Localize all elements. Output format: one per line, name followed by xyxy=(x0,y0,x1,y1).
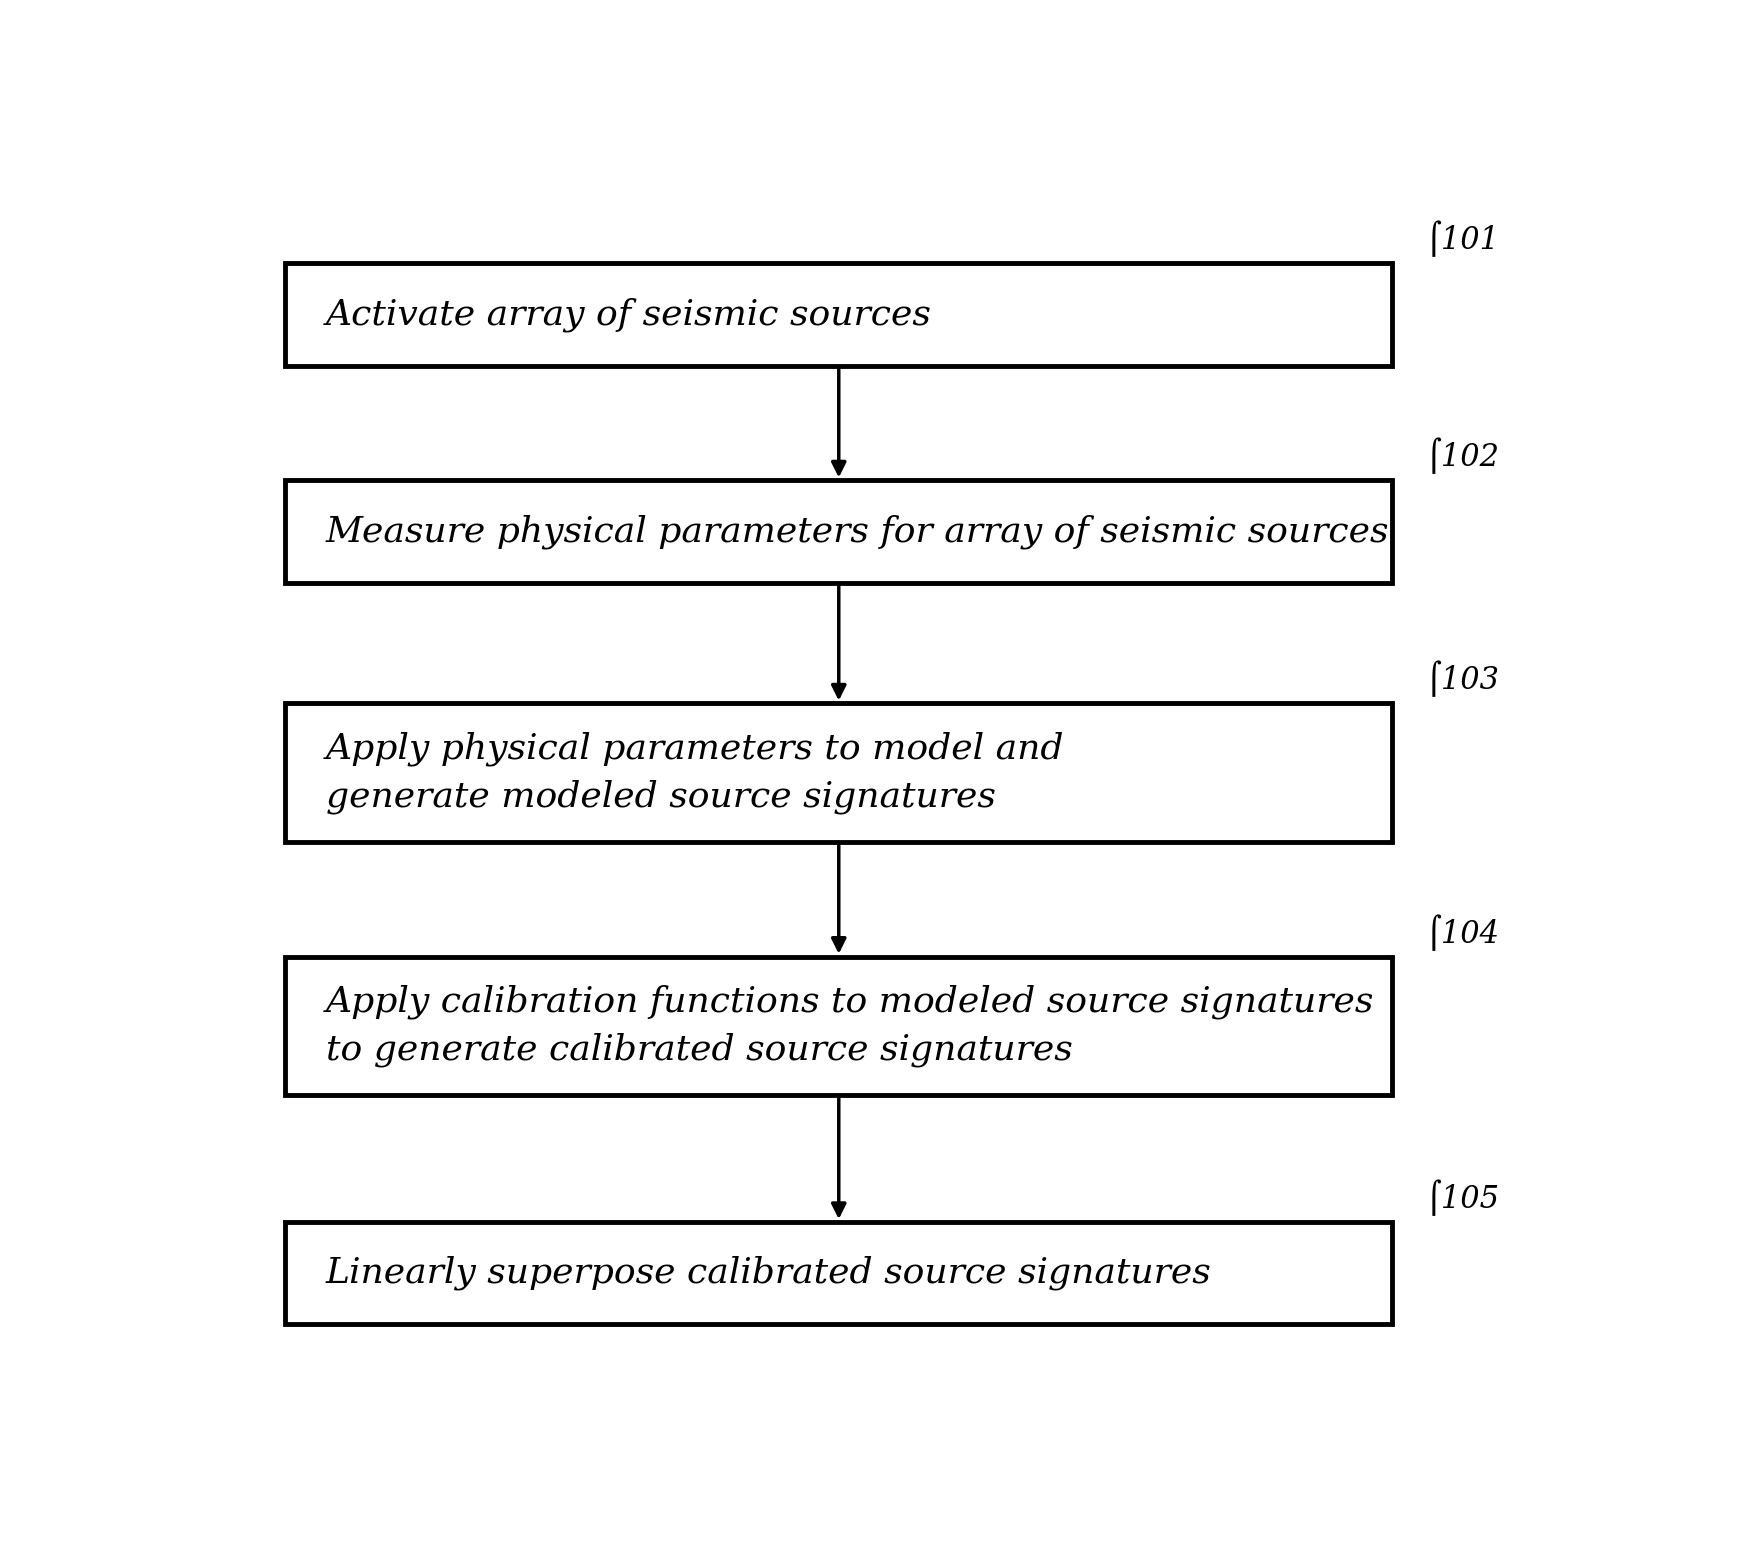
Bar xyxy=(286,1221,1392,1325)
Text: Activate array of seismic sources: Activate array of seismic sources xyxy=(326,298,932,332)
Bar xyxy=(286,957,1392,1095)
Text: ⌠102: ⌠102 xyxy=(1427,438,1500,474)
Bar xyxy=(286,481,1392,583)
Text: Linearly superpose calibrated source signatures: Linearly superpose calibrated source sig… xyxy=(326,1256,1211,1290)
Text: ⌠104: ⌠104 xyxy=(1427,915,1500,951)
Bar xyxy=(286,703,1392,843)
Text: Apply calibration functions to modeled source signatures
to generate calibrated : Apply calibration functions to modeled s… xyxy=(326,985,1374,1066)
Text: Apply physical parameters to model and
generate modeled source signatures: Apply physical parameters to model and g… xyxy=(326,731,1064,814)
Text: ⌠105: ⌠105 xyxy=(1427,1179,1500,1215)
Text: Measure physical parameters for array of seismic sources: Measure physical parameters for array of… xyxy=(326,514,1390,548)
Bar xyxy=(286,263,1392,366)
Text: ⌠101: ⌠101 xyxy=(1427,221,1500,257)
Text: ⌠103: ⌠103 xyxy=(1427,661,1500,697)
